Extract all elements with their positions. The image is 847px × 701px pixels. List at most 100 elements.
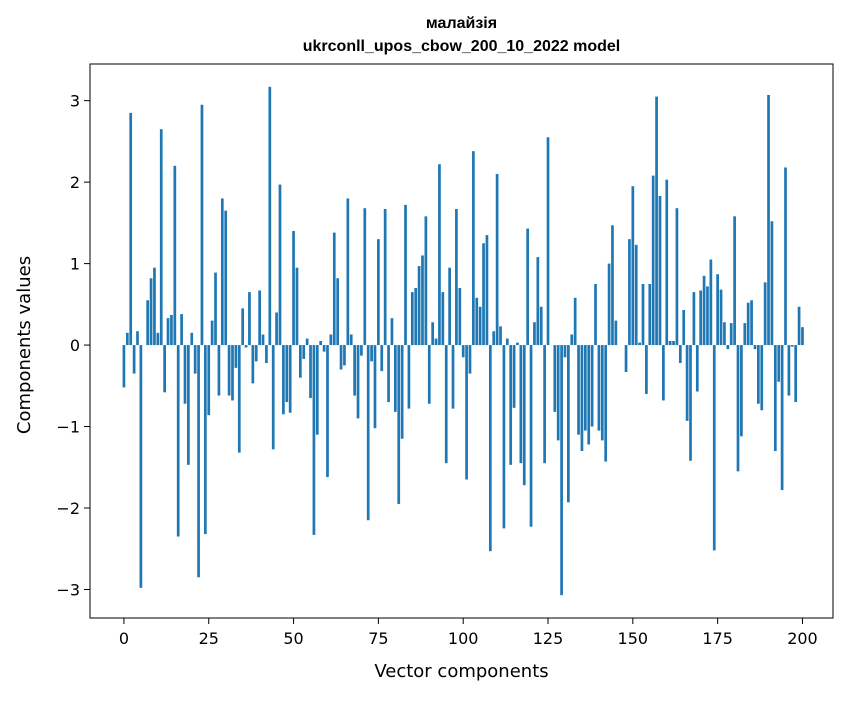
bar-9 [153, 267, 156, 346]
bar-138 [590, 345, 594, 427]
bar-7 [146, 300, 150, 346]
bar-195 [784, 167, 787, 346]
bar-194 [780, 345, 784, 491]
bar-83 [404, 204, 407, 346]
bar-200 [801, 327, 804, 346]
bar-148 [624, 345, 628, 372]
bar-129 [560, 345, 563, 596]
bar-41 [261, 334, 265, 346]
bar-157 [655, 96, 658, 346]
bar-139 [594, 283, 597, 346]
bar-46 [278, 184, 282, 346]
bar-29 [220, 198, 224, 346]
bar-12 [163, 345, 166, 393]
bar-134 [577, 345, 580, 435]
bar-85 [410, 292, 414, 346]
y-tick-label: −1 [56, 418, 80, 437]
bar-34 [237, 345, 241, 453]
bar-106 [482, 243, 485, 346]
bar-68 [353, 345, 356, 396]
bar-183 [743, 323, 747, 346]
bar-74 [373, 345, 377, 429]
x-tick-label: 0 [119, 629, 129, 648]
bar-93 [438, 164, 441, 346]
y-axis-label: Components values [14, 256, 35, 434]
bar-30 [224, 210, 228, 346]
bar-63 [336, 278, 340, 346]
bar-165 [682, 310, 686, 346]
bar-99 [458, 288, 462, 346]
bar-22 [197, 345, 200, 578]
y-tick-label: 1 [70, 255, 80, 274]
bar-78 [387, 345, 390, 403]
x-tick-label: 175 [702, 629, 733, 648]
bar-173 [709, 259, 713, 346]
x-tick-label: 100 [448, 629, 479, 648]
bar-171 [702, 275, 706, 346]
bar-90 [427, 345, 431, 404]
bar-197 [790, 345, 794, 347]
bar-59 [322, 345, 326, 352]
x-tick-label: 125 [533, 629, 564, 648]
chart-title-line2: ukrconll_upos_cbow_200_10_2022 model [303, 38, 620, 55]
bar-94 [441, 292, 445, 346]
bar-155 [648, 283, 652, 346]
bar-133 [573, 297, 577, 346]
bar-40 [258, 290, 261, 346]
bar-77 [383, 209, 387, 346]
bar-11 [159, 129, 163, 346]
bar-145 [614, 320, 618, 346]
bar-125 [546, 137, 550, 346]
bar-70 [360, 345, 363, 356]
bar-21 [193, 345, 197, 374]
bar-166 [685, 345, 689, 421]
bar-51 [295, 267, 299, 346]
bar-124 [543, 345, 546, 464]
bar-96 [448, 267, 451, 346]
bar-164 [678, 345, 682, 363]
bar-28 [217, 345, 221, 396]
bar-174 [712, 345, 716, 551]
bar-98 [455, 209, 458, 346]
bar-188 [760, 345, 764, 411]
bar-103 [472, 151, 475, 346]
y-tick-label: −3 [56, 580, 80, 599]
bar-82 [400, 345, 404, 439]
bar-170 [699, 290, 703, 346]
bar-58 [319, 341, 323, 346]
bar-140 [597, 345, 601, 431]
bar-142 [604, 345, 608, 462]
bar-175 [716, 274, 719, 346]
bar-25 [207, 345, 211, 416]
bar-2 [129, 112, 133, 346]
bar-52 [298, 345, 302, 378]
y-tick-label: 3 [70, 92, 80, 111]
bar-178 [726, 345, 730, 350]
bar-161 [668, 341, 672, 346]
bar-38 [251, 345, 255, 384]
bar-113 [505, 338, 509, 346]
bar-87 [417, 266, 421, 346]
bars-group [122, 86, 804, 596]
bar-31 [227, 345, 231, 396]
bar-53 [302, 345, 306, 359]
bar-71 [363, 208, 367, 346]
bar-137 [587, 345, 591, 445]
bar-60 [326, 345, 329, 478]
bar-189 [763, 282, 767, 346]
bar-35 [241, 308, 245, 346]
bar-196 [787, 345, 791, 396]
x-tick-label: 25 [199, 629, 219, 648]
bar-79 [390, 318, 394, 346]
bar-45 [275, 312, 278, 346]
bar-57 [315, 345, 319, 435]
bar-198 [794, 345, 798, 403]
bar-182 [740, 345, 743, 437]
bar-114 [509, 345, 513, 465]
bar-108 [488, 345, 492, 552]
bar-199 [797, 306, 801, 346]
bar-48 [285, 345, 289, 403]
bar-115 [512, 345, 516, 408]
chart-title-line1: малайзія [426, 15, 497, 32]
